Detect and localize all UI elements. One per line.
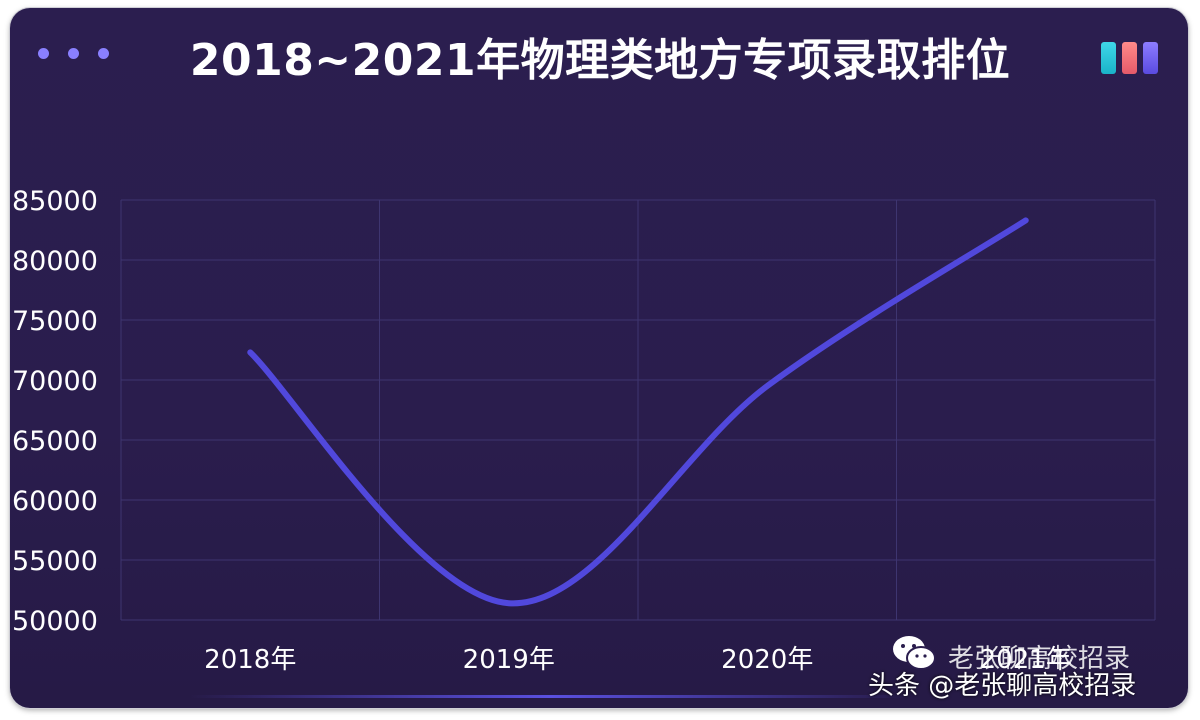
watermark-overlay-text: 老张聊高校招录 — [948, 644, 1131, 674]
red-bar-icon — [1122, 42, 1137, 74]
y-tick-label: 70000 — [12, 366, 98, 397]
series-line — [247, 217, 1029, 607]
three-color-bars-icon — [1101, 42, 1158, 74]
dot-icon — [38, 48, 49, 59]
dot-icon — [98, 48, 109, 59]
purple-bar-icon — [1143, 42, 1158, 74]
x-tick-label: 2018年 — [204, 645, 296, 675]
y-tick-label: 50000 — [12, 606, 98, 637]
chart-grid — [120, 199, 1156, 621]
wechat-icon — [893, 636, 936, 670]
cyan-bar-icon — [1101, 42, 1116, 74]
x-tick-label: 2020年 — [721, 645, 813, 675]
x-tick-label: 2019年 — [463, 645, 555, 675]
y-tick-label: 65000 — [12, 426, 98, 457]
y-tick-label: 60000 — [12, 486, 98, 517]
dot-icon — [68, 48, 79, 59]
chart-title: 2018~2021年物理类地方专项录取排位 — [189, 35, 1011, 86]
y-tick-label: 85000 — [12, 186, 98, 217]
y-tick-label: 55000 — [12, 546, 98, 577]
y-tick-label: 75000 — [12, 306, 98, 337]
x-tick-label: 2021年 — [980, 645, 1072, 675]
y-tick-label: 80000 — [12, 246, 98, 277]
chart-card — [10, 8, 1188, 708]
bottom-accent-line — [190, 695, 910, 698]
y-axis: 50000 55000 60000 65000 70000 75000 80000 85000 — [12, 186, 98, 637]
watermark-text: 头条 @老张聊高校招录 — [868, 671, 1137, 701]
window-dots-icon — [38, 48, 109, 59]
x-axis: 2018年 2019年 2020年 2021年 — [204, 645, 1072, 675]
